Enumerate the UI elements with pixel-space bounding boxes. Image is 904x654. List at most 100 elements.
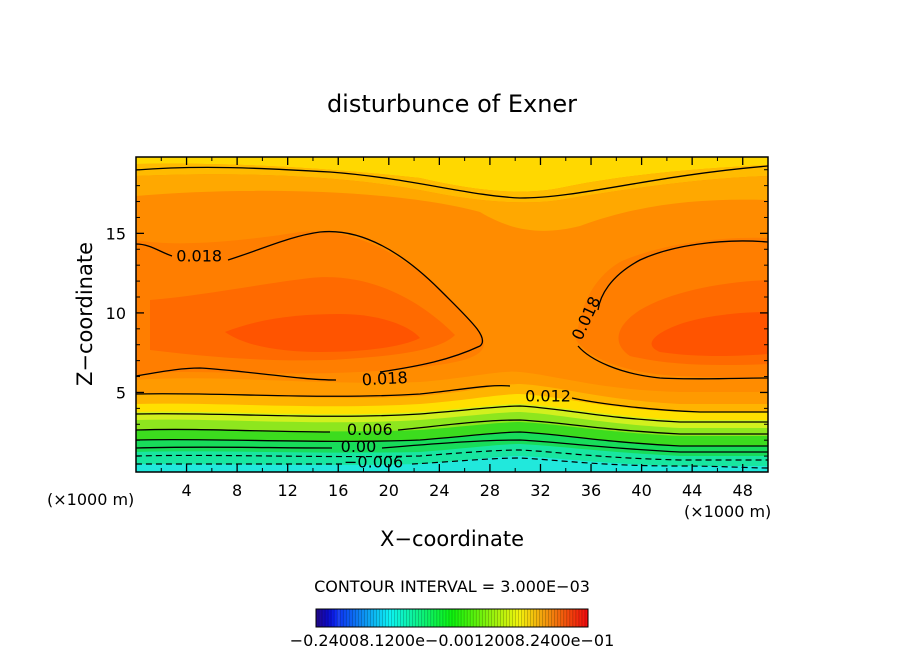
colorbar-swatch xyxy=(355,609,359,627)
colorbar-swatch xyxy=(322,609,326,627)
colorbar-swatch xyxy=(503,609,507,627)
colorbar-swatch xyxy=(391,609,395,627)
colorbar-swatch xyxy=(352,609,356,627)
contour-fill-left-lobe-3 xyxy=(225,314,420,352)
colorbar-swatch xyxy=(461,609,465,627)
colorbar-swatch xyxy=(442,609,447,627)
colorbar-swatch xyxy=(418,609,423,627)
colorbar-swatch xyxy=(346,609,350,627)
x-tick-label: 16 xyxy=(328,481,348,500)
contour-fill-right-lobe-3 xyxy=(651,312,768,356)
contour-line-000 xyxy=(136,439,768,453)
colorbar-swatch xyxy=(485,609,489,627)
colorbar-swatch xyxy=(455,609,459,627)
contour-line-top xyxy=(136,165,768,199)
contour-fill-low-9 xyxy=(136,456,768,472)
colorbar-swatch xyxy=(512,609,516,627)
colorbar-swatch xyxy=(376,609,380,627)
colorbar-swatch xyxy=(494,609,498,627)
colorbar-swatch xyxy=(319,609,323,627)
contour-label: 0.018 xyxy=(361,368,408,389)
contour-fill-top-gold xyxy=(136,163,768,203)
x-tick-label: 20 xyxy=(379,481,399,500)
colorbar-swatch xyxy=(458,609,462,627)
colorbar-swatch xyxy=(530,609,534,627)
contour-line-left-018 xyxy=(136,230,484,373)
y-axis-ticks: 5 10 15 xyxy=(106,169,768,457)
colorbar-swatch xyxy=(406,609,411,627)
colorbar-swatch xyxy=(379,609,383,627)
x-tick-label: 48 xyxy=(733,481,753,500)
colorbar-swatch xyxy=(482,609,486,627)
colorbar-swatch xyxy=(334,609,338,627)
colorbar-swatch xyxy=(370,609,374,627)
colorbar-swatch xyxy=(464,609,468,627)
colorbar-swatch xyxy=(473,609,477,627)
colorbar-swatch xyxy=(527,609,531,627)
x-unit-right: (×1000 m) xyxy=(684,502,771,521)
contour-line-003 xyxy=(136,431,768,447)
colorbar-swatch xyxy=(361,609,365,627)
colorbar-swatch xyxy=(563,609,568,627)
colorbar-swatch xyxy=(542,609,547,627)
colorbar-swatch xyxy=(409,609,414,627)
x-tick-label: 32 xyxy=(530,481,550,500)
x-tick-label: 4 xyxy=(181,481,191,500)
colorbar-swatch xyxy=(488,609,492,627)
colorbar-swatch xyxy=(445,609,450,627)
colorbar-swatch xyxy=(521,609,525,627)
colorbar-swatch xyxy=(497,609,501,627)
plot-frame xyxy=(135,156,769,473)
colorbar-swatch xyxy=(491,609,495,627)
contour-interval-text: CONTOUR INTERVAL = 3.000E−03 xyxy=(314,577,590,596)
y-tick-label: 5 xyxy=(116,383,126,402)
colorbar-swatch xyxy=(367,609,371,627)
colorbar-swatch xyxy=(364,609,368,627)
colorbar-swatch xyxy=(470,609,474,627)
contour-fill-upper-orange xyxy=(136,174,768,231)
colorbar-swatch xyxy=(467,609,471,627)
contour-label: 0.006 xyxy=(347,420,393,439)
colorbar-swatch xyxy=(343,609,347,627)
colorbar-swatch xyxy=(340,609,344,627)
x-tick-label: 36 xyxy=(581,481,601,500)
colorbar-swatch xyxy=(385,609,389,627)
colorbar-swatch xyxy=(539,609,544,627)
x-tick-label: 44 xyxy=(682,481,702,500)
contour-label: 0.018 xyxy=(176,247,222,266)
colorbar-frame xyxy=(315,608,589,628)
colorbar-swatch xyxy=(427,609,432,627)
colorbar-swatch xyxy=(554,609,559,627)
y-tick-label: 15 xyxy=(106,224,126,243)
colorbar-swatch xyxy=(439,609,444,627)
contour-line-right-018-lower xyxy=(577,345,768,380)
colorbar-swatch xyxy=(575,609,580,627)
colorbar-swatch xyxy=(403,609,408,627)
x-tick-label: 28 xyxy=(480,481,500,500)
colorbar-swatch xyxy=(331,609,335,627)
x-unit-left: (×1000 m) xyxy=(47,490,134,509)
colorbar xyxy=(315,609,589,627)
colorbar-swatch xyxy=(349,609,353,627)
colorbar-swatch xyxy=(518,609,522,627)
colorbar-swatch xyxy=(433,609,438,627)
colorbar-swatch xyxy=(436,609,441,627)
colorbar-swatch xyxy=(388,609,392,627)
colorbar-swatch xyxy=(551,609,556,627)
colorbar-swatch xyxy=(506,609,510,627)
colorbar-swatch xyxy=(569,609,574,627)
x-tick-label: 12 xyxy=(278,481,298,500)
contour-line-012 xyxy=(136,384,768,413)
colorbar-swatch xyxy=(509,609,513,627)
x-tick-label: 24 xyxy=(429,481,449,500)
y-tick-label: 10 xyxy=(106,304,126,323)
colorbar-swatch xyxy=(479,609,483,627)
colorbar-swatch xyxy=(557,609,562,627)
colorbar-swatch xyxy=(397,609,402,627)
x-axis-label: X−coordinate xyxy=(380,527,524,551)
colorbar-swatch xyxy=(337,609,341,627)
contour-label: −0.006 xyxy=(344,453,403,472)
x-tick-label: 8 xyxy=(232,481,242,500)
colorbar-swatch xyxy=(328,609,332,627)
